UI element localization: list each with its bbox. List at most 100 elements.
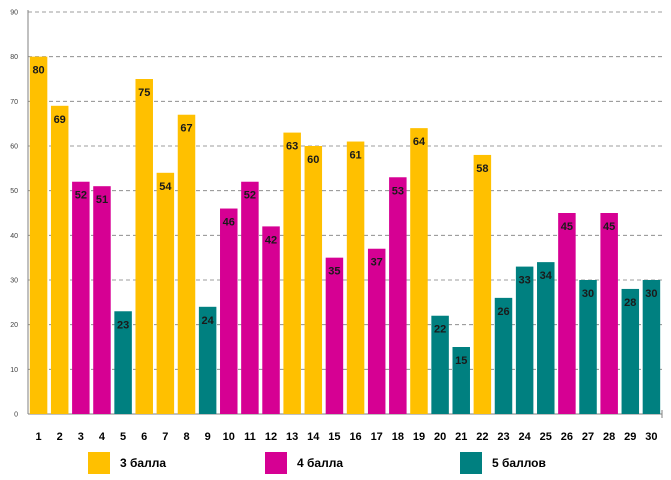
bar bbox=[473, 154, 492, 414]
bar-data-label: 26 bbox=[497, 306, 509, 318]
bar-data-label: 52 bbox=[244, 190, 256, 202]
x-tick-label: 14 bbox=[307, 431, 320, 443]
bar-data-label: 37 bbox=[371, 257, 383, 269]
legend-swatch-5 bbox=[460, 452, 482, 474]
bar-data-label: 69 bbox=[54, 114, 66, 126]
bar bbox=[494, 297, 513, 414]
x-tick-label: 19 bbox=[413, 431, 425, 443]
bar bbox=[114, 311, 132, 414]
bar-data-label: 63 bbox=[286, 141, 298, 153]
x-tick-label: 25 bbox=[540, 431, 552, 443]
y-tick-label: 30 bbox=[10, 278, 18, 285]
bar-data-label: 23 bbox=[117, 319, 129, 331]
bar-data-label: 60 bbox=[307, 154, 319, 166]
bar-data-label: 22 bbox=[434, 324, 446, 336]
bar bbox=[600, 213, 618, 414]
legend-item-4: 4 балла bbox=[265, 451, 343, 475]
y-tick-label: 40 bbox=[10, 233, 18, 240]
legend-swatch-3 bbox=[88, 452, 110, 474]
bar-data-label: 45 bbox=[603, 221, 615, 233]
bar bbox=[410, 128, 428, 414]
bar bbox=[642, 280, 661, 414]
bar bbox=[93, 186, 111, 414]
x-tick-label: 28 bbox=[603, 431, 615, 443]
bar bbox=[50, 105, 69, 415]
bar-data-label: 53 bbox=[392, 185, 404, 197]
bar-data-label: 45 bbox=[561, 221, 573, 233]
bar-data-label: 58 bbox=[476, 163, 488, 175]
legend-item-5: 5 баллов bbox=[460, 451, 546, 475]
x-tick-label: 2 bbox=[57, 431, 63, 443]
bar-data-label: 42 bbox=[265, 234, 277, 246]
x-tick-label: 29 bbox=[624, 431, 636, 443]
bar bbox=[325, 257, 344, 414]
legend-label-5: 5 баллов bbox=[492, 456, 546, 470]
x-tick-label: 26 bbox=[561, 431, 573, 443]
bar bbox=[367, 248, 386, 414]
x-tick-label: 24 bbox=[519, 431, 532, 443]
legend-label-3: 3 балла bbox=[120, 456, 167, 470]
bar-data-label: 34 bbox=[540, 270, 553, 282]
x-tick-label: 10 bbox=[223, 431, 235, 443]
x-tick-label: 6 bbox=[141, 431, 147, 443]
bar-data-label: 28 bbox=[624, 297, 636, 309]
bar-data-label: 54 bbox=[159, 181, 172, 193]
x-tick-label: 7 bbox=[162, 431, 168, 443]
bar-data-label: 51 bbox=[96, 194, 108, 206]
legend-item-3: 3 балла bbox=[88, 451, 166, 475]
x-tick-label: 4 bbox=[99, 431, 106, 443]
bar bbox=[537, 262, 555, 414]
bar bbox=[579, 280, 597, 414]
bar-data-label: 64 bbox=[413, 136, 426, 148]
x-tick-label: 15 bbox=[328, 431, 340, 443]
bar-data-label: 61 bbox=[349, 150, 361, 162]
bar bbox=[515, 266, 534, 414]
bar-data-label: 24 bbox=[202, 315, 215, 327]
y-tick-label: 0 bbox=[14, 412, 18, 419]
x-tick-label: 5 bbox=[120, 431, 126, 443]
x-tick-label: 23 bbox=[497, 431, 509, 443]
bar-data-label: 30 bbox=[582, 288, 594, 300]
x-tick-label: 8 bbox=[183, 431, 189, 443]
bar bbox=[452, 347, 470, 414]
x-tick-label: 17 bbox=[371, 431, 383, 443]
bar bbox=[558, 213, 576, 414]
x-tick-label: 1 bbox=[36, 431, 42, 443]
bar-data-label: 75 bbox=[138, 87, 150, 99]
x-tick-label: 22 bbox=[476, 431, 488, 443]
bar bbox=[72, 181, 90, 414]
x-tick-label: 12 bbox=[265, 431, 277, 443]
bar bbox=[431, 315, 449, 414]
x-tick-label: 18 bbox=[392, 431, 404, 443]
x-tick-label: 30 bbox=[645, 431, 657, 443]
bar bbox=[29, 56, 48, 415]
bar bbox=[220, 208, 238, 414]
legend-label-4: 4 балла bbox=[297, 456, 344, 470]
bar-data-label: 33 bbox=[519, 275, 531, 287]
bar bbox=[621, 288, 640, 414]
y-tick-label: 90 bbox=[10, 10, 18, 17]
legend-swatch-4 bbox=[265, 452, 287, 474]
x-tick-label: 3 bbox=[78, 431, 84, 443]
y-tick-label: 50 bbox=[10, 188, 18, 195]
y-tick-label: 60 bbox=[10, 144, 18, 151]
x-tick-label: 27 bbox=[582, 431, 594, 443]
bar-data-label: 15 bbox=[455, 355, 467, 367]
y-tick-label: 20 bbox=[10, 322, 18, 329]
bar bbox=[262, 226, 280, 414]
x-tick-label: 21 bbox=[455, 431, 467, 443]
x-tick-label: 11 bbox=[244, 431, 256, 443]
bar bbox=[156, 172, 175, 414]
bar-data-label: 52 bbox=[75, 190, 87, 202]
y-tick-label: 70 bbox=[10, 99, 18, 106]
x-tick-label: 9 bbox=[205, 431, 211, 443]
bar-data-label: 67 bbox=[180, 123, 192, 135]
bar bbox=[389, 177, 407, 414]
bar-data-label: 30 bbox=[645, 288, 657, 300]
x-tick-label: 16 bbox=[349, 431, 361, 443]
bar bbox=[177, 114, 196, 414]
x-tick-label: 20 bbox=[434, 431, 446, 443]
bar-data-label: 46 bbox=[223, 217, 235, 229]
bar bbox=[346, 141, 365, 415]
